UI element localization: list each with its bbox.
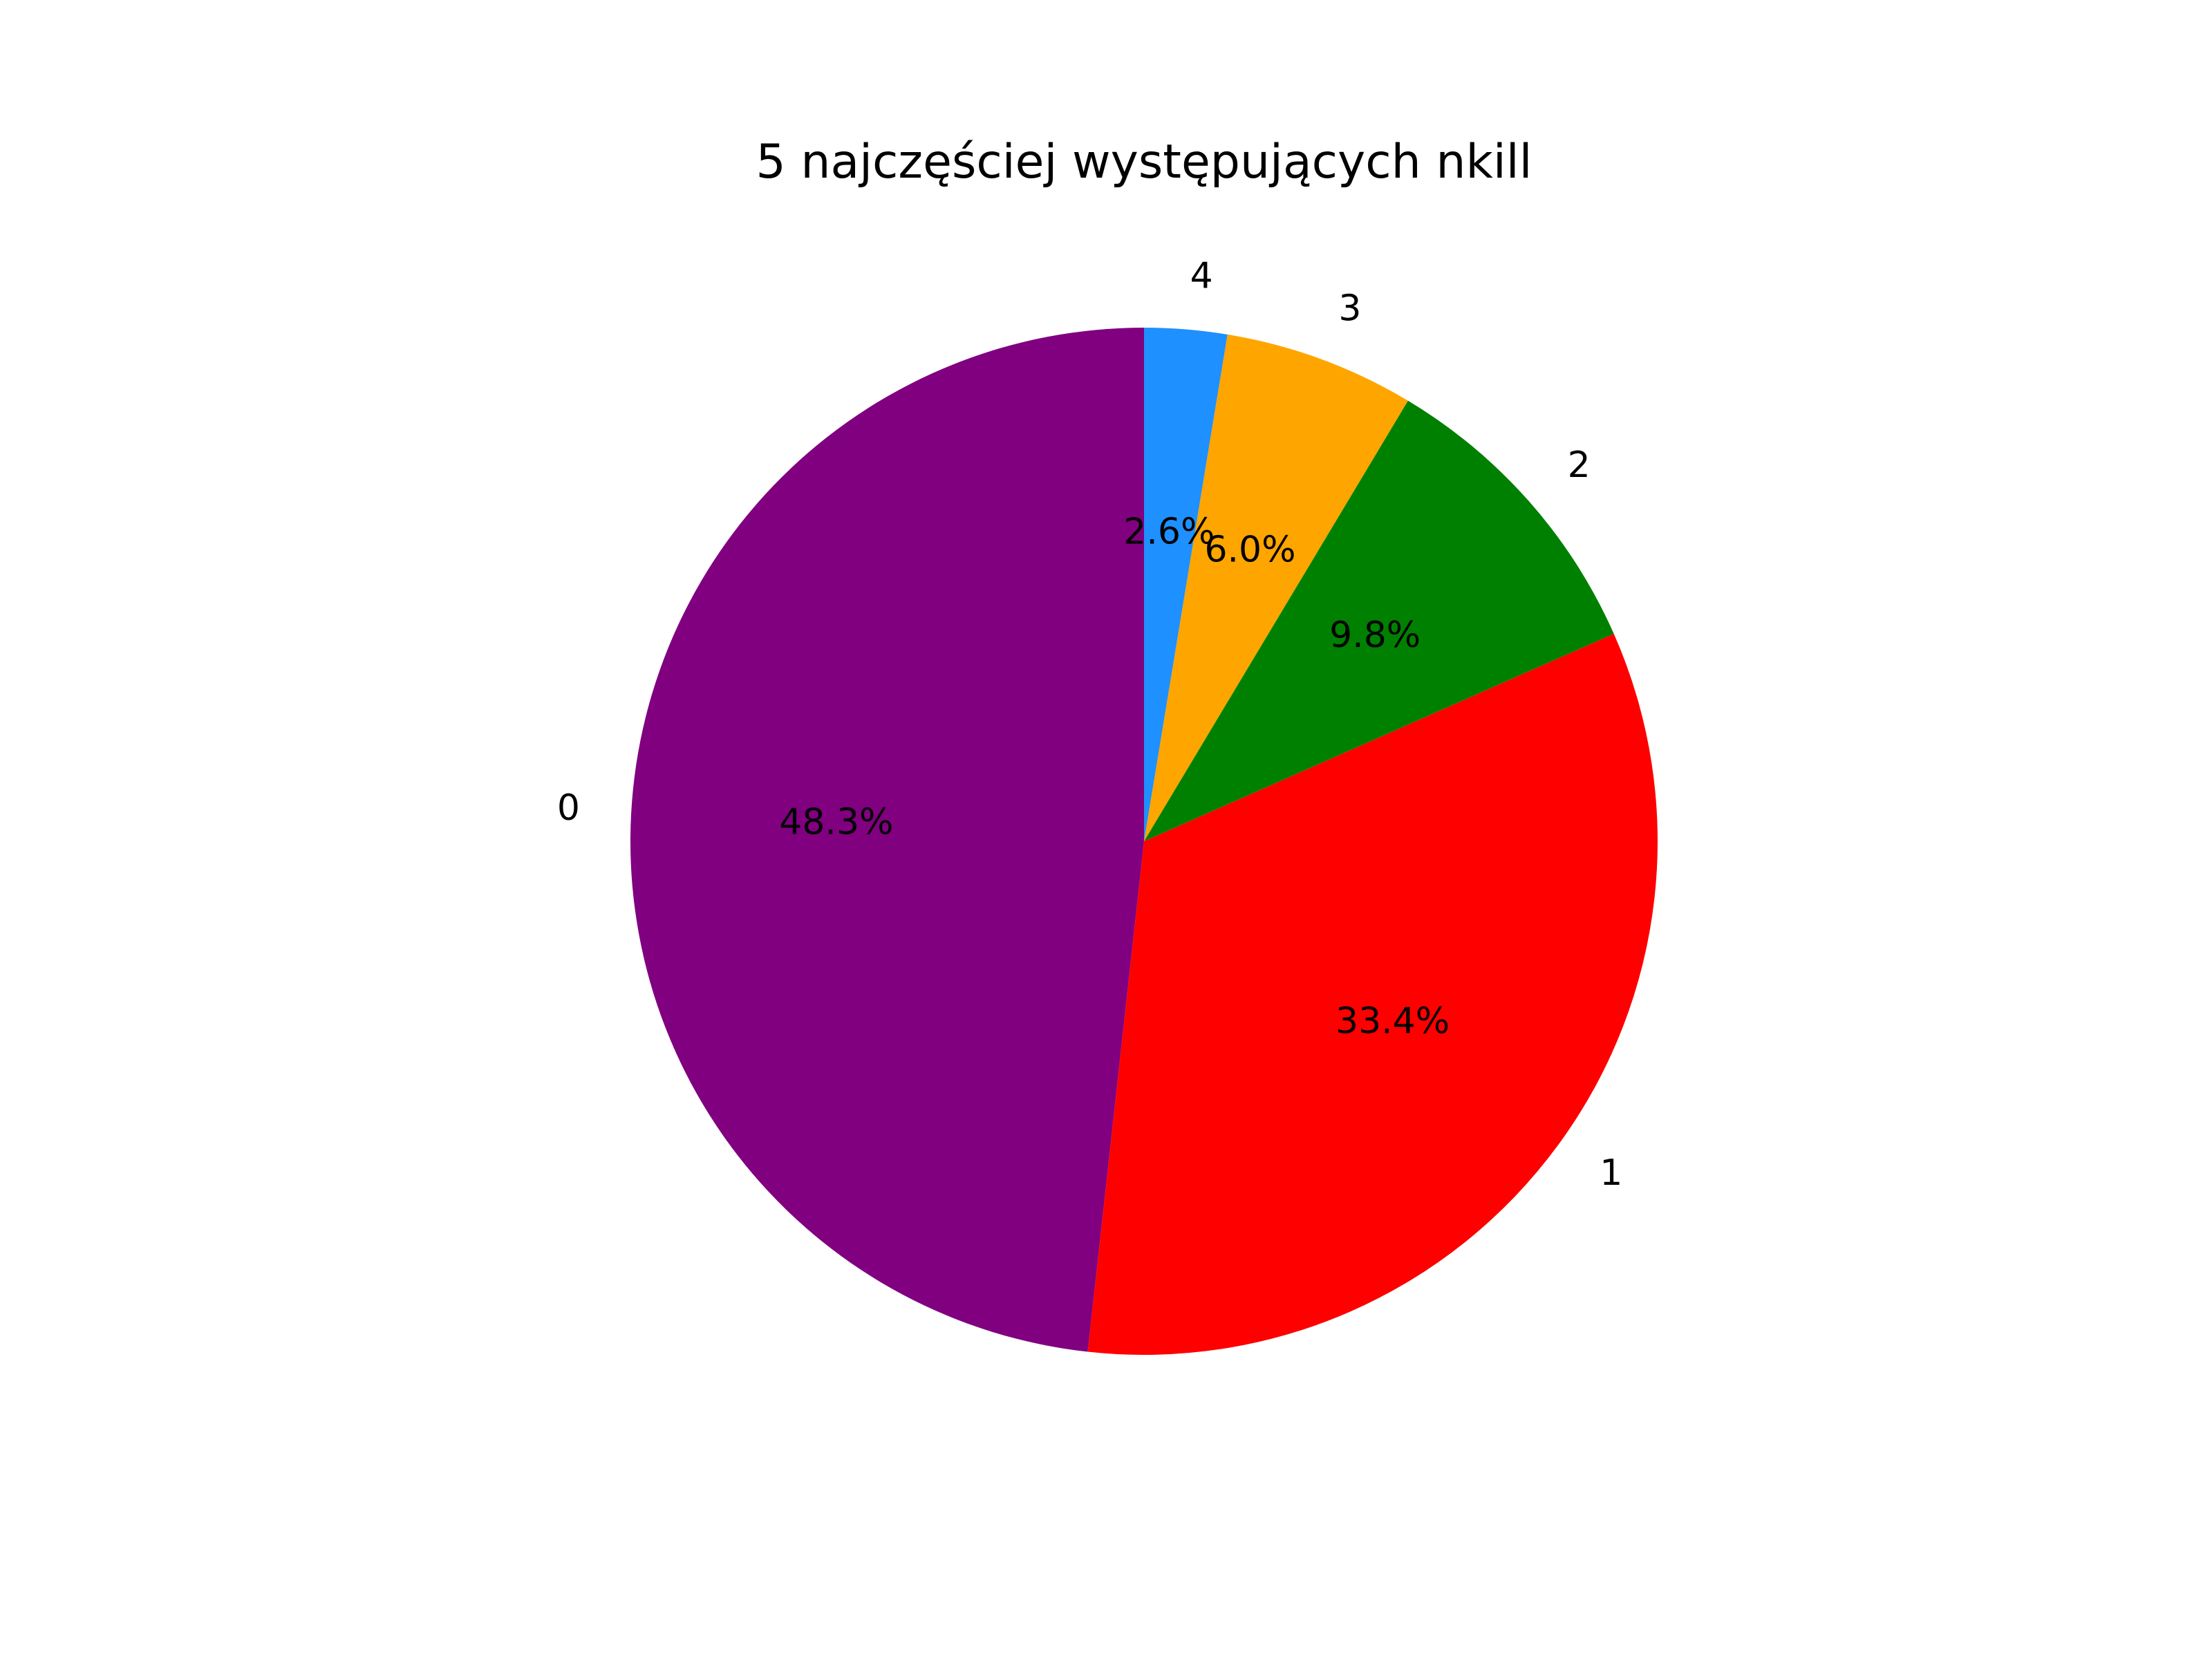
slice-percent-label-3: 6.0% [1204,529,1295,570]
slice-category-label-2: 2 [1568,444,1591,486]
pie-labels: 0 48.3% 1 33.4% 2 9.8% 3 6.0% 4 2.6% [557,255,1622,1194]
slice-category-label-0: 0 [557,787,580,829]
pie-slice-0 [630,328,1144,1352]
slice-percent-label-4: 2.6% [1123,512,1215,553]
pie-slice-1 [1087,633,1658,1356]
pie-slice-3 [1144,334,1408,841]
slice-percent-label-0: 48.3% [779,802,893,843]
slice-percent-label-2: 9.8% [1329,615,1421,656]
slice-category-label-3: 3 [1338,288,1361,330]
slice-category-label-1: 1 [1600,1152,1622,1194]
slice-category-label-4: 4 [1190,255,1213,297]
pie-slice-2 [1144,400,1614,841]
pie-slice-4 [1144,328,1228,841]
slice-percent-label-1: 33.4% [1335,1001,1450,1042]
pie-slices [630,328,1658,1356]
chart-title: 5 najczęściej występujących nkill [756,135,1533,189]
